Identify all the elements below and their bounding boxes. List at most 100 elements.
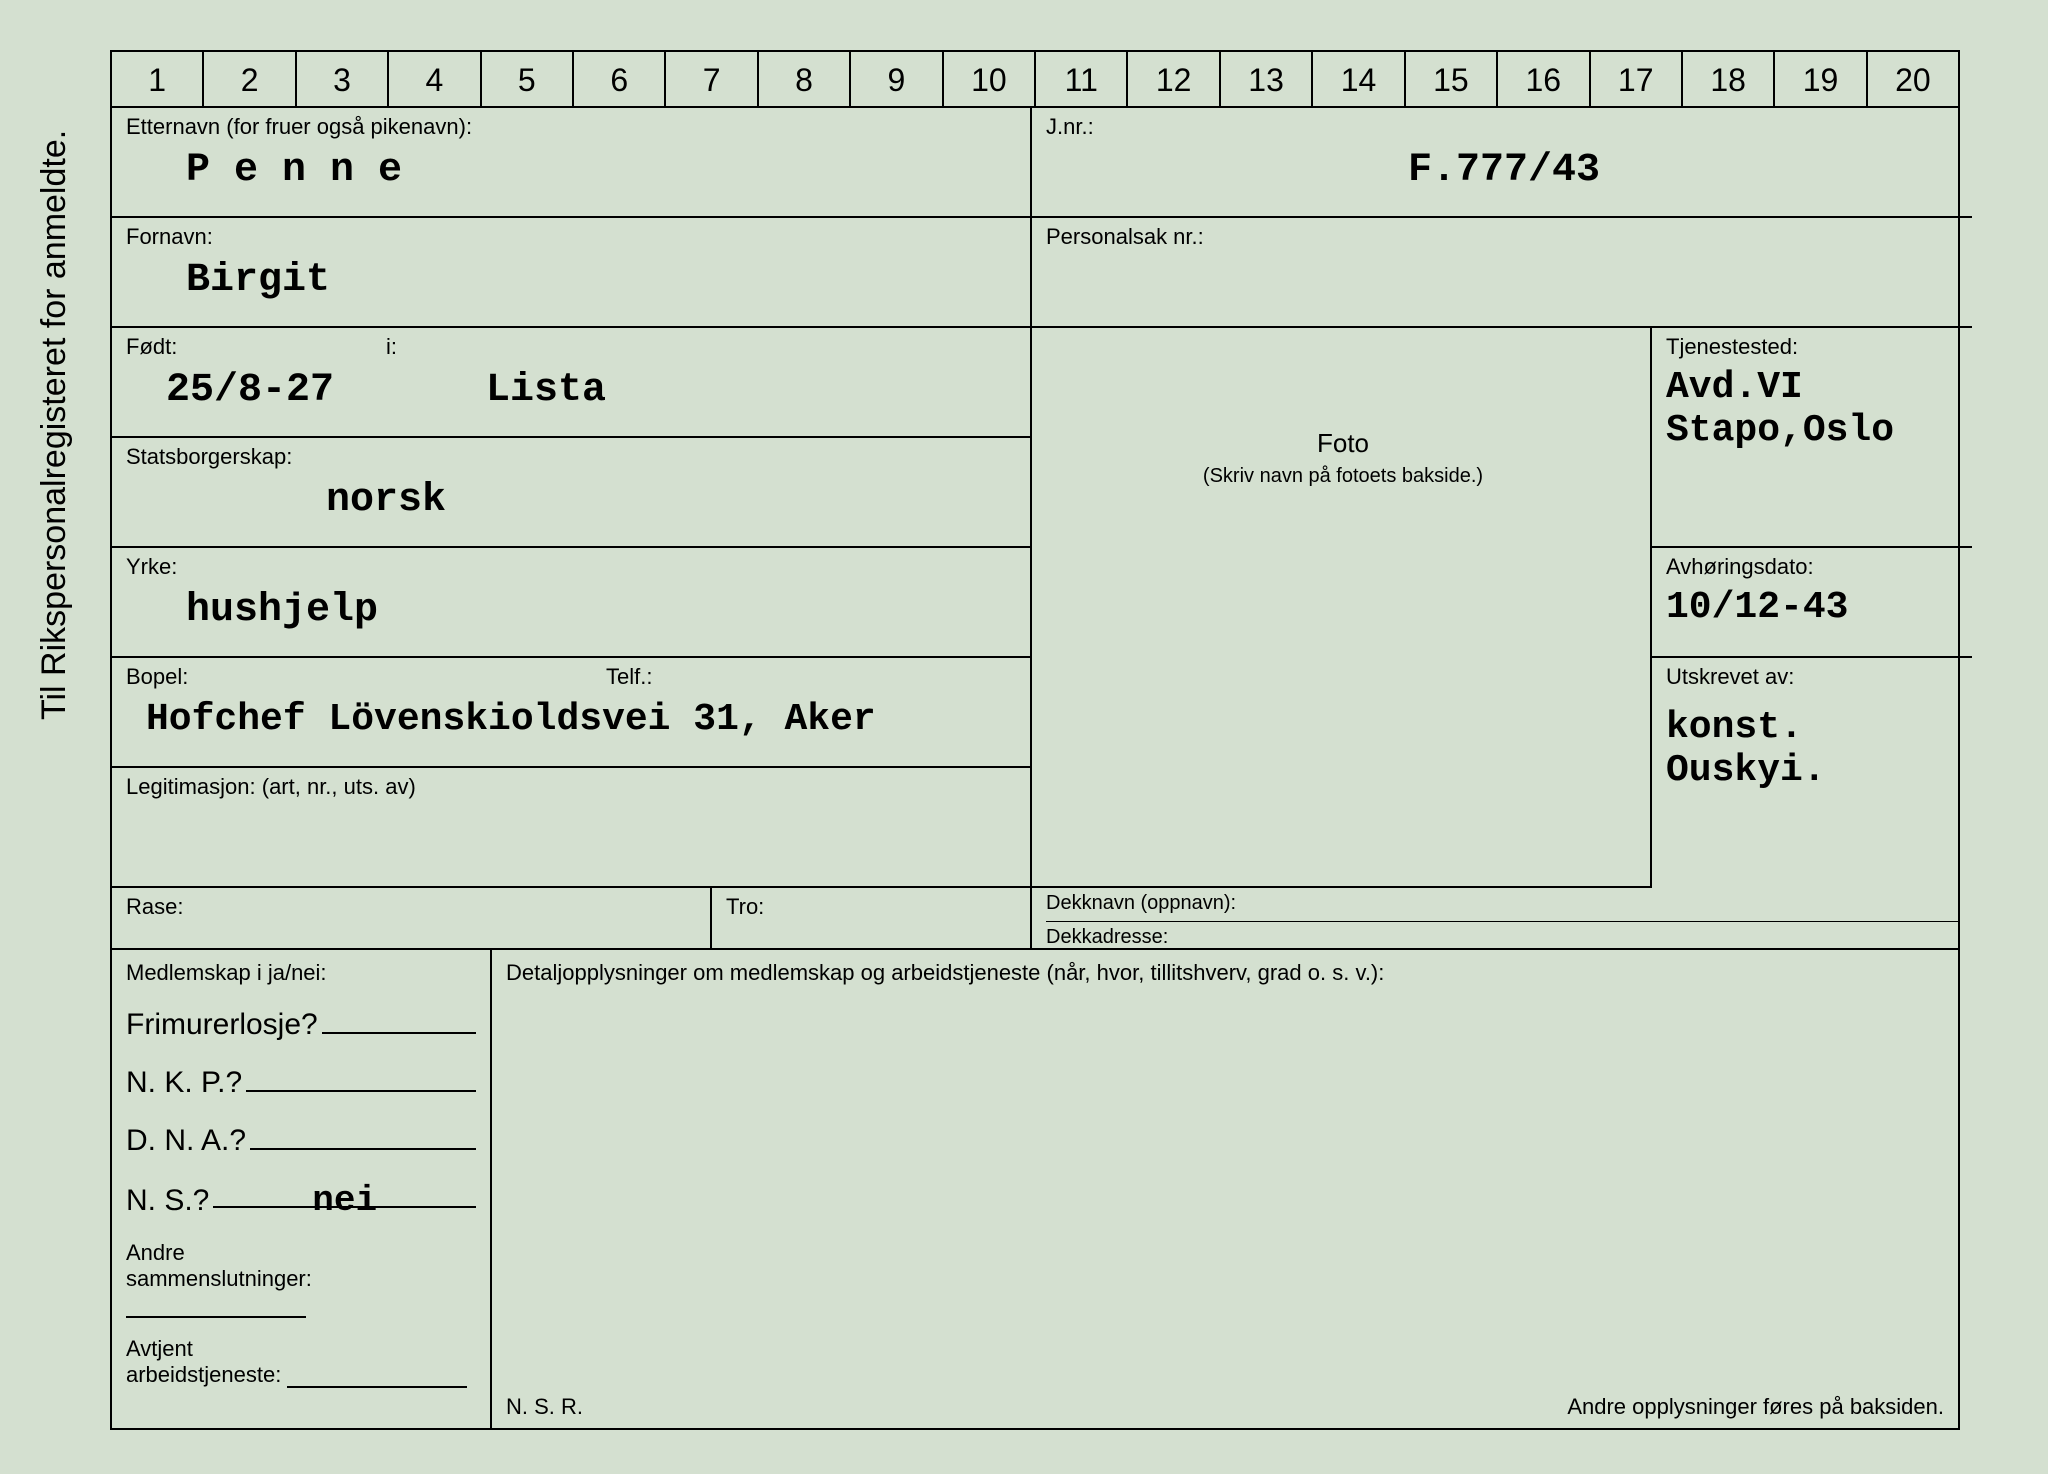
ruler-cell: 11 (1036, 52, 1128, 106)
form-card: 1 2 3 4 5 6 7 8 9 10 11 12 13 14 15 16 1… (100, 50, 1960, 1430)
nsr-label: N. S. R. (506, 1394, 583, 1420)
ruler-cell: 6 (574, 52, 666, 106)
avtjent-line (287, 1366, 467, 1388)
ruler-cell: 4 (389, 52, 481, 106)
membership-header: Medlemskap i ja/nei: (126, 960, 476, 986)
yrke-cell: Yrke: hushjelp (112, 548, 1032, 658)
ns-row: N. S.? nei (126, 1180, 476, 1218)
etternavn-label: Etternavn (for fruer også pikenavn): (126, 114, 1020, 140)
frimurer-row: Frimurerlosje? (126, 1006, 476, 1042)
utskrevet-label: Utskrevet av: (1666, 664, 1962, 690)
statsborgerskap-value: norsk (126, 470, 1020, 523)
andre-samm-label2: sammenslutninger: (126, 1266, 312, 1291)
legitimasjon-value (126, 800, 1020, 808)
utskrevet-cell: Utskrevet av: konst. Ouskyi. (1652, 658, 1972, 888)
avhoringsdato-label: Avhøringsdato: (1666, 554, 1962, 580)
fodt-label: Født: (126, 334, 386, 360)
ruler-cell: 19 (1775, 52, 1867, 106)
telf-label: Telf.: (606, 664, 652, 690)
dekknavn-label: Dekknavn (oppnavn): (1046, 892, 1958, 922)
ruler-cell: 7 (666, 52, 758, 106)
avhoringsdato-value: 10/12-43 (1666, 580, 1962, 629)
andre-samm: Andre sammenslutninger: (126, 1240, 476, 1318)
andre-samm-label1: Andre (126, 1240, 476, 1266)
ruler-cell: 8 (759, 52, 851, 106)
tro-cell: Tro: (712, 888, 1032, 948)
bopel-cell: Bopel: Telf.: Hofchef Lövenskioldsvei 31… (112, 658, 1032, 768)
etternavn-value: P e n n e (126, 140, 1020, 193)
fodt-cell: Født: i: 25/8-27 Lista (112, 328, 1032, 438)
dna-label: D. N. A.? (126, 1124, 246, 1158)
utskrevet-value: konst. Ouskyi. (1666, 690, 1962, 792)
ruler-cell: 13 (1221, 52, 1313, 106)
dekkadresse-label: Dekkadresse: (1046, 922, 1958, 949)
ruler: 1 2 3 4 5 6 7 8 9 10 11 12 13 14 15 16 1… (110, 50, 1960, 106)
rase-label: Rase: (126, 894, 700, 920)
avhoringsdato-cell: Avhøringsdato: 10/12-43 (1652, 548, 1972, 658)
foto-label: Foto (1046, 428, 1640, 459)
ruler-cell: 5 (482, 52, 574, 106)
ruler-cell: 10 (944, 52, 1036, 106)
bottom-grid: Medlemskap i ja/nei: Frimurerlosje? N. K… (110, 950, 1960, 1430)
ruler-cell: 15 (1406, 52, 1498, 106)
ruler-cell: 14 (1313, 52, 1405, 106)
legitimasjon-cell: Legitimasjon: (art, nr., uts. av) (112, 768, 1032, 888)
yrke-label: Yrke: (126, 554, 1020, 580)
jnr-value: F.777/43 (1046, 140, 1962, 193)
membership-cell: Medlemskap i ja/nei: Frimurerlosje? N. K… (112, 950, 492, 1428)
ruler-cell: 17 (1591, 52, 1683, 106)
tjenestested-value: Avd.VI Stapo,Oslo (1666, 360, 1962, 452)
ruler-cell: 1 (112, 52, 204, 106)
bopel-value: Hofchef Lövenskioldsvei 31, Aker (126, 690, 1020, 741)
personalsak-label: Personalsak nr.: (1046, 224, 1962, 250)
nkp-value (246, 1064, 476, 1092)
fornavn-value: Birgit (126, 250, 1020, 303)
jnr-cell: J.nr.: F.777/43 (1032, 108, 1972, 218)
statsborgerskap-cell: Statsborgerskap: norsk (112, 438, 1032, 548)
main-grid: Etternavn (for fruer også pikenavn): P e… (110, 106, 1960, 950)
avtjent-label2: arbeidstjeneste: (126, 1362, 281, 1387)
dna-row: D. N. A.? (126, 1122, 476, 1158)
frimurer-value (322, 1006, 476, 1034)
personalsak-value (1046, 250, 1962, 258)
ruler-cell: 18 (1683, 52, 1775, 106)
tro-label: Tro: (726, 894, 1020, 920)
nkp-label: N. K. P.? (126, 1066, 242, 1100)
nkp-row: N. K. P.? (126, 1064, 476, 1100)
ruler-cell: 9 (851, 52, 943, 106)
detail-cell: Detaljopplysninger om medlemskap og arbe… (492, 950, 1958, 1428)
avtjent-label1: Avtjent (126, 1336, 476, 1362)
fodt-i-value: Lista (446, 360, 606, 413)
detail-header: Detaljopplysninger om medlemskap og arbe… (506, 960, 1944, 986)
foto-cell: Foto (Skriv navn på fotoets bakside.) (1032, 328, 1652, 768)
foto-sublabel: (Skriv navn på fotoets bakside.) (1046, 465, 1640, 488)
ruler-cell: 16 (1498, 52, 1590, 106)
tjenestested-cell: Tjenestested: Avd.VI Stapo,Oslo (1652, 328, 1972, 548)
bopel-label: Bopel: (126, 664, 606, 690)
yrke-value: hushjelp (126, 580, 1020, 633)
ns-label: N. S.? (126, 1184, 209, 1218)
rase-cell: Rase: (112, 888, 712, 948)
tjenestested-label: Tjenestested: (1666, 334, 1962, 360)
fodt-value: 25/8-27 (126, 360, 446, 413)
statsborgerskap-label: Statsborgerskap: (126, 444, 1020, 470)
fornavn-cell: Fornavn: Birgit (112, 218, 1032, 328)
fornavn-label: Fornavn: (126, 224, 1020, 250)
dna-value (250, 1122, 476, 1150)
personalsak-cell: Personalsak nr.: (1032, 218, 1972, 328)
foto-bottom-cell (1032, 768, 1652, 888)
frimurer-label: Frimurerlosje? (126, 1008, 318, 1042)
ns-value: nei (213, 1180, 476, 1208)
legitimasjon-label: Legitimasjon: (art, nr., uts. av) (126, 774, 1020, 800)
side-title: Til Rikspersonalregisteret for anmeldte. (35, 130, 74, 720)
ruler-cell: 12 (1128, 52, 1220, 106)
avtjent: Avtjent arbeidstjeneste: (126, 1336, 476, 1388)
andre-samm-line (126, 1296, 306, 1318)
jnr-label: J.nr.: (1046, 114, 1962, 140)
ruler-cell: 3 (297, 52, 389, 106)
dekk-cell: Dekknavn (oppnavn): Dekkadresse: (1032, 888, 1972, 948)
fodt-i-label: i: (386, 334, 397, 360)
etternavn-cell: Etternavn (for fruer også pikenavn): P e… (112, 108, 1032, 218)
baksiden-label: Andre opplysninger føres på baksiden. (1567, 1394, 1944, 1420)
ruler-cell: 2 (204, 52, 296, 106)
